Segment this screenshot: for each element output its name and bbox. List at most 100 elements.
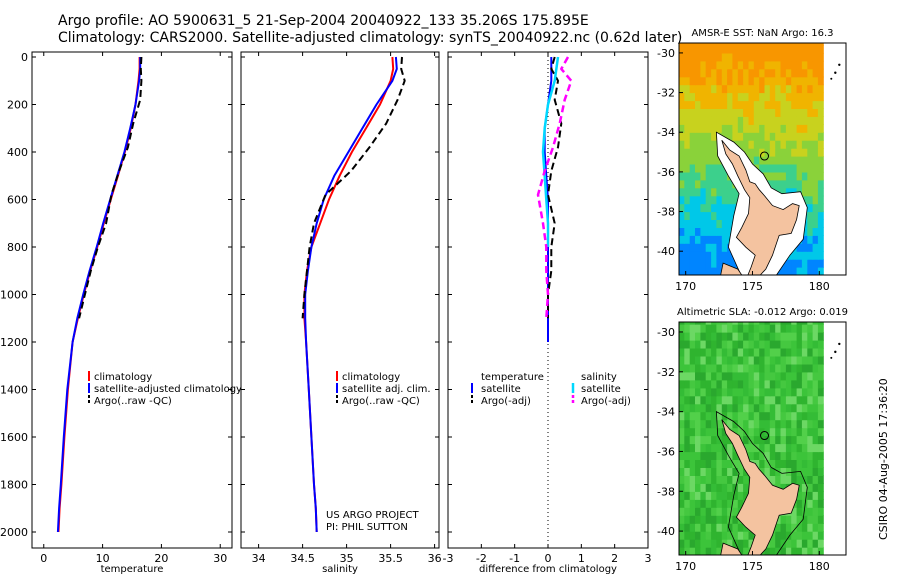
field-cell <box>689 187 696 197</box>
field-cell <box>721 43 728 46</box>
field-cell <box>679 411 685 421</box>
field-cell <box>695 379 701 389</box>
field-cell <box>743 363 749 373</box>
field-cell <box>716 363 723 373</box>
field-cell <box>780 187 787 197</box>
field-cell <box>721 124 728 133</box>
field-cell <box>689 387 696 397</box>
field-cell <box>679 507 685 516</box>
field-cell <box>812 355 819 365</box>
field-cell <box>807 132 814 141</box>
field-cell <box>684 459 691 468</box>
field-cell <box>732 339 739 349</box>
field-cell <box>775 363 782 373</box>
field-cell <box>716 483 723 492</box>
field-cell <box>780 60 787 70</box>
field-cell <box>780 68 787 78</box>
field-cell <box>695 387 701 397</box>
field-cell <box>785 43 792 46</box>
field-cell <box>737 419 744 429</box>
field-cell <box>817 347 824 357</box>
field-cell <box>775 116 782 125</box>
field-cell <box>807 523 814 532</box>
legend-label: satellite <box>581 384 621 395</box>
field-cell <box>812 539 819 548</box>
field-cell <box>759 52 766 62</box>
field-cell <box>721 179 728 189</box>
field-cell <box>737 60 744 70</box>
x-tick-label: 34.5 <box>290 552 315 565</box>
field-cell <box>716 531 723 540</box>
field-cell <box>711 235 717 244</box>
field-cell <box>796 60 803 70</box>
field-cell <box>711 339 717 349</box>
field-cell <box>689 379 696 389</box>
field-cell <box>785 355 792 365</box>
field-cell <box>711 84 717 94</box>
field-cell <box>807 108 814 117</box>
field-cell <box>721 60 728 70</box>
field-cell <box>791 148 798 157</box>
field-cell <box>684 259 691 268</box>
field-cell <box>785 475 792 484</box>
field-cell <box>716 491 723 500</box>
field-cell <box>796 371 803 381</box>
field-cell <box>705 124 712 133</box>
field-cell <box>711 203 717 213</box>
field-cell <box>679 60 685 70</box>
field-cell <box>689 164 696 173</box>
field-cell <box>743 45 749 54</box>
field-cell <box>759 403 766 413</box>
field-cell <box>817 148 824 157</box>
field-cell <box>695 100 701 109</box>
field-cell <box>700 435 707 445</box>
field-cell <box>801 324 808 333</box>
field-cell <box>679 491 685 500</box>
field-cell <box>801 539 808 548</box>
field-cell <box>695 459 701 468</box>
field-cell <box>796 43 803 46</box>
field-cell <box>711 259 717 268</box>
field-cell <box>775 68 782 78</box>
field-cell <box>732 45 739 54</box>
field-cell <box>695 371 701 381</box>
field-cell <box>801 179 808 189</box>
field-cell <box>716 156 723 165</box>
field-cell <box>785 363 792 373</box>
field-cell <box>753 427 760 437</box>
field-cell <box>732 100 739 109</box>
field-cell <box>759 379 766 389</box>
field-cell <box>737 363 744 373</box>
field-cell <box>801 52 808 62</box>
field-cell <box>812 156 819 165</box>
field-cell <box>721 523 728 532</box>
field-cell <box>695 419 701 429</box>
field-cell <box>791 76 798 86</box>
field-cell <box>705 411 712 421</box>
field-cell <box>705 515 712 524</box>
field-cell <box>812 491 819 500</box>
field-cell <box>801 451 808 460</box>
field-cell <box>684 467 691 476</box>
y-tick-label: 2000 <box>0 526 28 539</box>
field-cell <box>695 140 701 149</box>
field-cell <box>801 491 808 500</box>
field-cell <box>716 68 723 78</box>
field-cell <box>769 124 776 133</box>
field-cell <box>780 76 787 86</box>
field-cell <box>807 339 814 349</box>
field-cell <box>801 395 808 405</box>
field-cell <box>721 395 728 405</box>
field-cell <box>700 164 707 173</box>
field-cell <box>817 84 824 94</box>
field-cell <box>769 52 776 62</box>
x-tick-label: 180 <box>809 280 830 293</box>
field-cell <box>769 403 776 413</box>
field-cell <box>700 475 707 484</box>
field-cell <box>801 140 808 149</box>
field-cell <box>817 531 824 540</box>
field-cell <box>705 84 712 94</box>
x-tick-label: 2 <box>611 552 618 565</box>
field-cell <box>807 156 814 165</box>
field-cell <box>679 387 685 397</box>
